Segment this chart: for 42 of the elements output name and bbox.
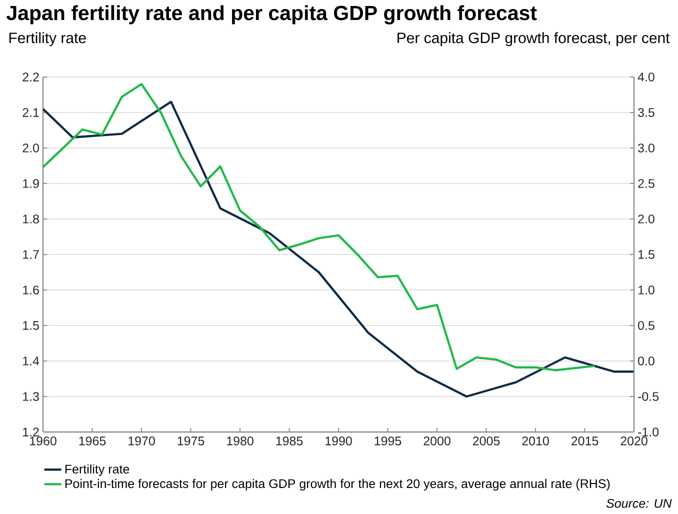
line-series [43,100,634,398]
x-tick-label: 1965 [79,436,106,446]
x-tick-label: 2000 [424,436,450,446]
y-tick-label: 1.2 [23,428,39,436]
x-tick-label: 2015 [571,436,598,446]
x-tick-label: 2005 [472,436,500,446]
y-tick-label: 2.0 [22,144,39,152]
chart-title: Japan fertility rate and per capita GDP growth forecast [6,5,537,24]
legend-label: Fertility rate [65,464,130,476]
y-tick-label: 1.3 [23,392,39,401]
y-tick-label: 1.7 [23,250,39,259]
y-tick-label: 1.9 [23,179,39,188]
legend-label: Point-in-time forecasts for per capita GDP growth for the next 20 years, average annual rate (RHS) [65,478,610,491]
y2-tick-label: 0.5 [638,321,654,330]
y-tick-label: 2.1 [22,108,39,117]
y2-axis-title: Per capita GDP growth forecast, per cent [398,32,670,46]
x-tick-label: 1985 [276,436,303,446]
y2-tick-label: -1.0 [638,428,659,436]
x-tick-label: 2020 [620,436,648,446]
y2-tick-label: 0.0 [638,356,654,366]
y-axis-title: Fertility rate [9,32,86,46]
y2-tick-label: 3.0 [638,144,654,152]
y-tick-label: 1.8 [23,214,39,224]
x-tick-label: 1995 [374,436,402,446]
y-tick-label: 1.6 [23,286,39,294]
source-note: Source: UN [606,498,672,508]
y-tick-label: 2.2 [22,72,39,82]
y2-tick-label: 1.0 [638,286,654,294]
x-tick-label: 1990 [326,436,352,446]
x-tick-label: 2010 [522,436,549,446]
y2-tick-label: -0.5 [638,392,659,401]
y-tick-label: 1.5 [23,321,39,330]
y2-tick-label: 3.5 [638,108,654,117]
y2-tick-label: 1.5 [638,250,654,259]
y2-tick-label: 4.0 [638,72,654,82]
x-tick-label: 1980 [227,436,254,446]
x-tick-label: 1975 [178,436,204,446]
y2-tick-label: 2.0 [638,214,654,224]
x-tick-label: 1970 [128,436,155,446]
y-tick-label: 1.4 [23,356,40,366]
x-tick-label: 1960 [30,436,56,446]
y2-tick-label: 2.5 [638,179,654,188]
